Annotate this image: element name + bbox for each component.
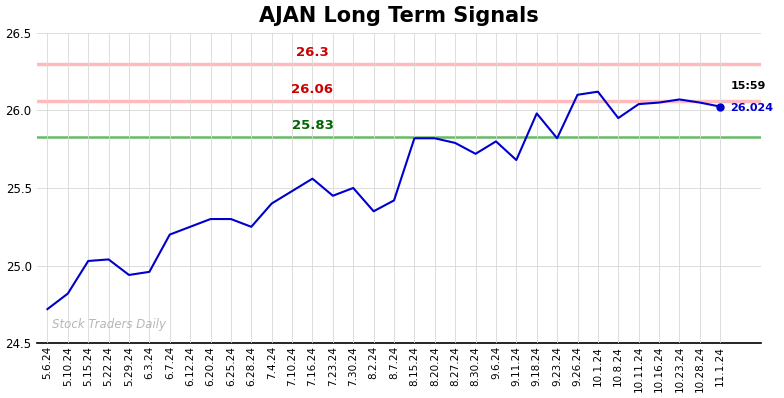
Text: 25.83: 25.83 (292, 119, 333, 132)
Text: 15:59: 15:59 (731, 81, 766, 91)
Title: AJAN Long Term Signals: AJAN Long Term Signals (260, 6, 539, 25)
Text: 26.3: 26.3 (296, 46, 328, 59)
Text: 26.024: 26.024 (731, 103, 774, 113)
Text: 26.06: 26.06 (292, 83, 333, 96)
Text: Stock Traders Daily: Stock Traders Daily (52, 318, 165, 331)
